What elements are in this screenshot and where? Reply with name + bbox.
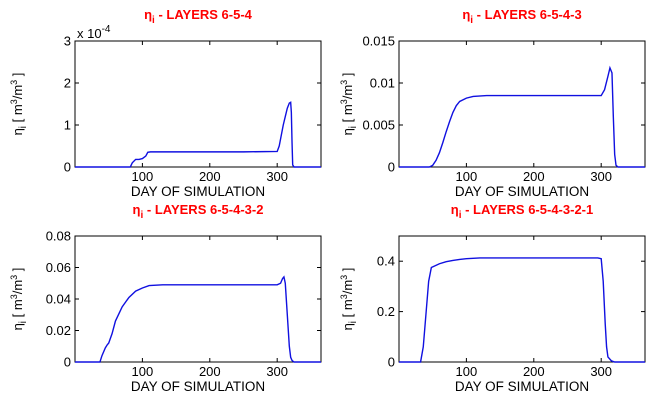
x-tick-label: 200 <box>523 364 545 379</box>
y-tick-label: 0.4 <box>377 254 395 269</box>
x-tick-label: 300 <box>590 364 612 379</box>
plot-area <box>398 235 646 363</box>
x-tick-label: 100 <box>456 364 478 379</box>
x-tick-label: 300 <box>266 169 288 184</box>
x-tick-label: 200 <box>523 169 545 184</box>
y-tick-label: 0.005 <box>362 118 395 133</box>
series-line <box>75 275 321 363</box>
y-tick-label: 0 <box>388 160 395 175</box>
x-tick-label: 300 <box>266 364 288 379</box>
x-tick-label: 200 <box>199 169 221 184</box>
y-tick-label: 0 <box>388 355 395 370</box>
chart-title: ηi - LAYERS 6-5-4-3-2 <box>133 202 264 221</box>
plot-area <box>398 40 646 168</box>
x-tick-label: 300 <box>590 169 612 184</box>
y-tick-label: 0.2 <box>377 304 395 319</box>
y-tick-label: 0.015 <box>362 34 395 49</box>
series-line <box>399 257 645 363</box>
y-tick-label: 0.08 <box>46 229 71 244</box>
y-tick-label: 3 <box>64 34 71 49</box>
x-axis-label: DAY OF SIMULATION <box>131 184 265 199</box>
y-tick-label: 1 <box>64 118 71 133</box>
chart-panel-1: ηi - LAYERS 6-5-4 100 200 300 0 1 2 3 x 10-4 DAY … <box>9 7 322 199</box>
y-tick-label: 0.04 <box>46 292 71 307</box>
plot-area <box>74 235 322 363</box>
chart-title: ηi - LAYERS 6-5-4 <box>144 7 253 26</box>
y-tick-label: 0 <box>64 160 71 175</box>
y-axis-label: ηi [ m3/m3 ] <box>9 73 29 136</box>
x-axis-label: DAY OF SIMULATION <box>455 184 589 199</box>
y-axis-label: ηi [ m3/m3 ] <box>339 268 359 331</box>
y-tick-label: 0.02 <box>46 323 71 338</box>
y-axis-label: ηi [ m3/m3 ] <box>339 73 359 136</box>
series-line <box>75 101 321 168</box>
chart-panel-2: ηi - LAYERS 6-5-4-3 100 200 300 0 0.005 0.01 0.… <box>339 7 646 199</box>
x-axis-label: DAY OF SIMULATION <box>455 379 589 394</box>
chart-panel-4: ηi - LAYERS 6-5-4-3-2-1 100 200 300 0 0.2 0.4 D… <box>339 202 646 394</box>
chart-title: ηi - LAYERS 6-5-4-3 <box>462 7 581 26</box>
x-tick-label: 100 <box>456 169 478 184</box>
x-axis-label: DAY OF SIMULATION <box>131 379 265 394</box>
y-tick-label: 0.01 <box>370 76 395 91</box>
plot-area <box>74 40 322 168</box>
y-tick-label: 0.06 <box>46 260 71 275</box>
chart-title: ηi - LAYERS 6-5-4-3-2-1 <box>451 202 593 221</box>
y-exponent-label: x 10-4 <box>77 24 111 41</box>
chart-panel-3: ηi - LAYERS 6-5-4-3-2 100 200 300 0 0.02 0.04 0… <box>9 202 322 394</box>
x-tick-label: 100 <box>132 364 154 379</box>
y-tick-label: 0 <box>64 355 71 370</box>
y-tick-label: 2 <box>64 76 71 91</box>
x-tick-label: 100 <box>132 169 154 184</box>
y-axis-label: ηi [ m3/m3 ] <box>9 268 29 331</box>
x-tick-label: 200 <box>199 364 221 379</box>
series-line <box>399 65 645 168</box>
